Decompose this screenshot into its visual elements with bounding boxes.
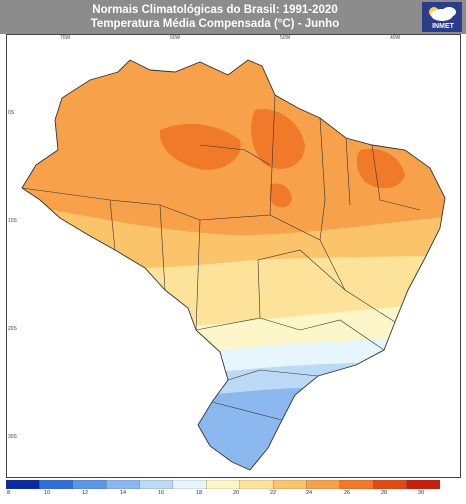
- scale-swatch: [172, 480, 207, 489]
- scale-swatch: [239, 480, 274, 489]
- scale-tick-10: 10: [44, 490, 51, 496]
- scale-tick-26: 26: [344, 490, 351, 496]
- country-border: [21, 59, 446, 471]
- lat-label-20s: 20S: [8, 326, 17, 332]
- lat-label-10s: 10S: [8, 218, 17, 224]
- scale-tick-24: 24: [306, 490, 313, 496]
- lon-label-50w: 50W: [280, 35, 291, 41]
- lat-label-0s: 0S: [8, 110, 15, 116]
- lon-label-60w: 60W: [170, 35, 181, 41]
- state-borders: [21, 94, 421, 421]
- scale-swatch: [406, 480, 440, 489]
- scale-tick-8: 8: [7, 490, 11, 496]
- scale-tick-18: 18: [196, 490, 203, 496]
- scale-swatch: [373, 480, 408, 489]
- scale-tick-22: 22: [270, 490, 277, 496]
- color-scale-svg: [6, 480, 440, 489]
- header-bar: [0, 0, 466, 34]
- scale-swatch: [306, 480, 341, 489]
- logo-text: INMET: [432, 23, 454, 30]
- lon-label-40w: 40W: [390, 35, 401, 41]
- color-scale-bar: [6, 480, 440, 489]
- scale-swatch: [272, 480, 308, 489]
- scale-tick-12: 12: [82, 490, 89, 496]
- inmet-logo-icon: [422, 2, 462, 32]
- scale-swatch: [72, 480, 107, 489]
- lon-label-70w: 70W: [60, 35, 71, 41]
- scale-swatch: [106, 480, 141, 489]
- title-line-1: Normais Climatológicas do Brasil: 1991-2…: [92, 4, 338, 16]
- scale-tick-16: 16: [158, 490, 165, 496]
- title-line-2: Temperatura Média Compensada (°C) - Junh…: [90, 18, 340, 30]
- scale-swatch: [339, 480, 374, 489]
- scale-swatch: [206, 480, 241, 489]
- map-title: Normais Climatológicas do Brasil: 1991-2…: [0, 3, 430, 31]
- scale-swatch: [139, 480, 174, 489]
- lat-label-30s: 30S: [8, 434, 17, 440]
- scale-tick-28: 28: [381, 490, 388, 496]
- scale-swatch: [6, 480, 41, 489]
- scale-tick-30: 30: [418, 490, 425, 496]
- scale-tick-14: 14: [120, 490, 127, 496]
- scale-tick-20: 20: [233, 490, 240, 496]
- scale-swatch: [39, 480, 74, 489]
